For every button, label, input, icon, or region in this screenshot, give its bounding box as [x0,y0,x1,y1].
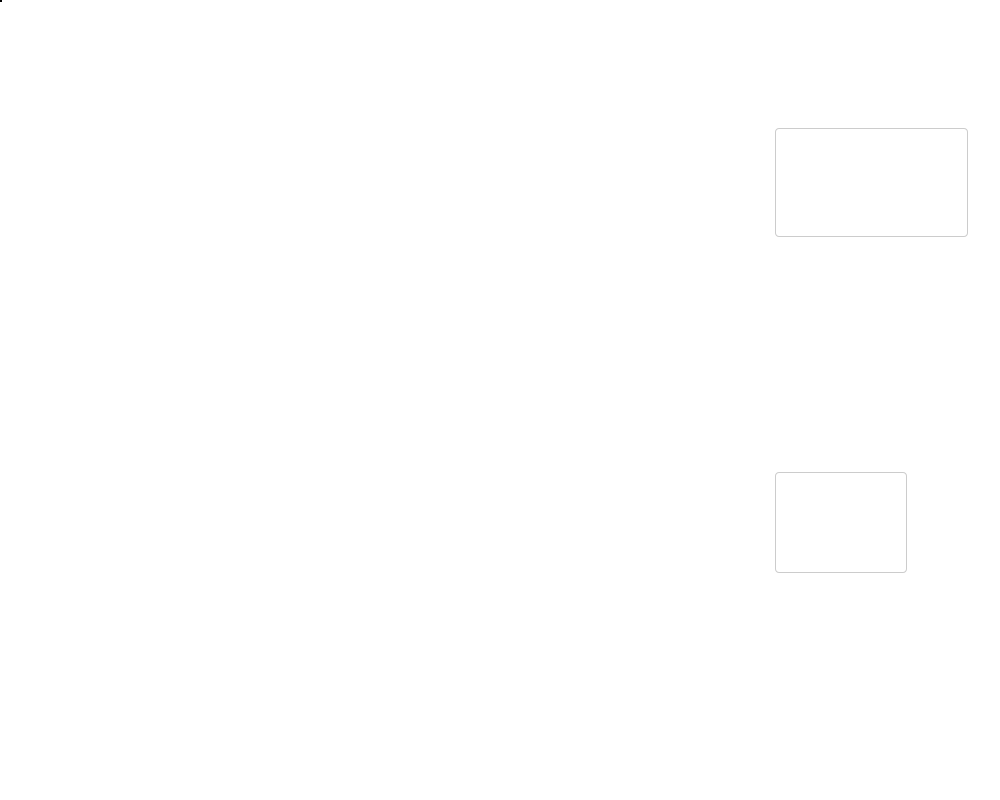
axes-bagging-error [0,0,2,2]
legend-fit [775,128,968,237]
legend-error [775,472,907,573]
